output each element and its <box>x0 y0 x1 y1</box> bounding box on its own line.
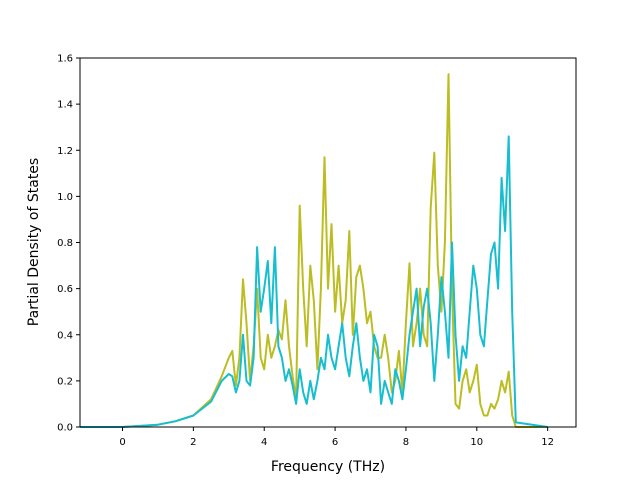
x-tick-label: 2 <box>190 437 196 448</box>
x-axis-label: Frequency (THz) <box>271 459 385 475</box>
x-tick-label: 8 <box>403 437 409 448</box>
x-tick-label: 4 <box>261 437 267 448</box>
plot-area <box>80 73 548 428</box>
axes-frame <box>79 57 577 428</box>
x-tick-label: 6 <box>332 437 338 448</box>
x-tick-label: 0 <box>119 437 125 448</box>
y-tick-label: 0.8 <box>57 238 73 249</box>
y-tick-label: 1.0 <box>57 192 73 203</box>
y-tick-label: 1.2 <box>57 146 73 157</box>
tick-marks <box>76 57 549 431</box>
y-tick-label: 1.4 <box>57 100 73 111</box>
series-line-1 <box>80 135 548 428</box>
y-tick-label: 0.2 <box>57 376 73 387</box>
series-line-0 <box>80 73 548 428</box>
y-tick-label: 0.4 <box>57 330 73 341</box>
y-tick-label: 0.0 <box>57 423 73 434</box>
tick-labels: 0 2 4 6 8 10 12 0.0 0.2 0.4 0.6 0.8 1.0 1.2 1.4 1.6 <box>57 54 554 449</box>
y-tick-label: 1.6 <box>57 54 73 65</box>
x-tick-label: 12 <box>541 437 554 448</box>
y-axis-label: Partial Density of States <box>26 158 42 326</box>
x-tick-label: 10 <box>470 437 483 448</box>
y-tick-label: 0.6 <box>57 284 73 295</box>
